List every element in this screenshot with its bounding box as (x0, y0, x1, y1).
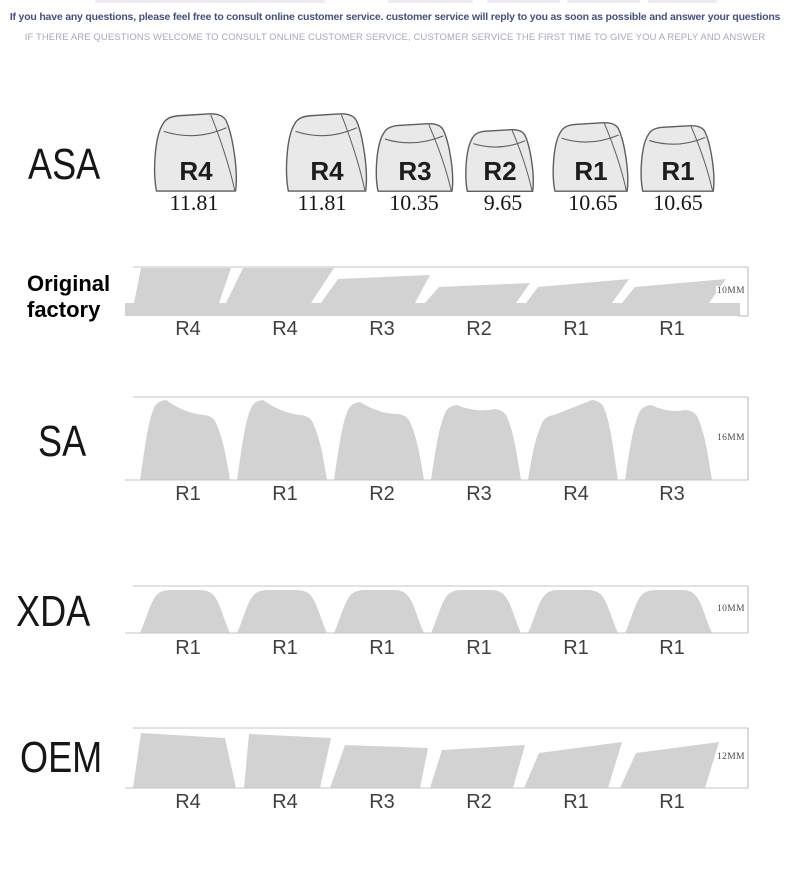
asa-keycap-drawing (637, 125, 719, 192)
asa-key-height-value: 10.65 (653, 190, 703, 215)
asa-keycap-drawing (282, 113, 372, 192)
asa-keycap: R1 (637, 125, 719, 192)
asa-keycap-drawing (372, 123, 458, 192)
height-label-oem: 12MM (716, 752, 746, 762)
row-label-xda: XDA (16, 587, 91, 636)
key-row-label: R4 (563, 483, 589, 505)
top-edge-artifact (648, 0, 717, 3)
key-row-label: R1 (659, 318, 685, 340)
key-row-label: R1 (369, 637, 395, 659)
key-row-label: R1 (563, 637, 589, 659)
asa-keycap: R3 (372, 123, 458, 192)
asa-keycap: R4 (282, 113, 372, 192)
key-row-label: R2 (466, 318, 492, 340)
asa-key-row-label: R3 (398, 156, 432, 186)
asa-key-row-label: R1 (574, 156, 608, 186)
key-row-label: R3 (369, 791, 395, 813)
key-row-label: R4 (272, 318, 298, 340)
row-label-original-factory: Original factory (27, 271, 111, 323)
key-row-label: R1 (563, 318, 589, 340)
asa-key-row-label: R2 (483, 156, 517, 186)
customer-service-notice-primary: If you have any questions, please feel f… (9, 11, 781, 23)
asa-key-height-value: 11.81 (169, 190, 219, 215)
asa-keycap-drawing (462, 129, 538, 192)
asa-key-row-label: R4 (179, 156, 213, 186)
key-row-label: R1 (466, 637, 492, 659)
asa-key-height-value: 10.65 (568, 190, 618, 215)
asa-keycap: R1 (549, 122, 633, 192)
profile-row-drawing (125, 727, 749, 789)
key-row-label: R1 (272, 637, 298, 659)
customer-service-notice-secondary: IF THERE ARE QUESTIONS WELCOME TO CONSUL… (24, 32, 766, 43)
top-edge-artifact (567, 0, 640, 3)
asa-keycap-drawing (150, 113, 242, 192)
key-row-label: R1 (272, 483, 298, 505)
key-row-label: R2 (369, 483, 395, 505)
key-row-label: R1 (175, 483, 201, 505)
profile-row-drawing (125, 266, 749, 317)
height-label-xda: 10MM (716, 604, 746, 614)
asa-keycap: R2 (462, 129, 538, 192)
row-label-asa: ASA (28, 140, 101, 189)
profile-row-drawing (125, 585, 749, 634)
asa-key-height-value: 11.81 (297, 190, 347, 215)
key-row-label: R3 (659, 483, 685, 505)
key-row-label: R2 (466, 791, 492, 813)
asa-keycap: R4 (150, 113, 242, 192)
asa-key-row-label: R4 (310, 156, 344, 186)
key-row-label: R1 (659, 791, 685, 813)
key-row-label: R1 (175, 637, 201, 659)
height-label-original-factory: 10MM (716, 286, 746, 296)
asa-key-height-value: 10.35 (389, 190, 439, 215)
key-row-label: R4 (272, 791, 298, 813)
top-edge-artifact (388, 0, 473, 3)
key-row-label: R3 (369, 318, 395, 340)
asa-key-row-label: R1 (661, 156, 695, 186)
key-row-label: R1 (563, 791, 589, 813)
top-edge-artifact (487, 0, 560, 3)
profile-row-drawing (125, 396, 749, 481)
row-label-oem: OEM (20, 733, 103, 782)
asa-key-height-value: 9.65 (483, 190, 523, 215)
key-row-label: R1 (659, 637, 685, 659)
asa-keycap-drawing (549, 122, 633, 192)
height-label-sa: 16MM (716, 433, 746, 443)
key-row-label: R4 (175, 318, 201, 340)
top-edge-artifact (95, 0, 325, 3)
key-row-label: R4 (175, 791, 201, 813)
key-row-label: R3 (466, 483, 492, 505)
row-label-sa: SA (38, 417, 87, 466)
